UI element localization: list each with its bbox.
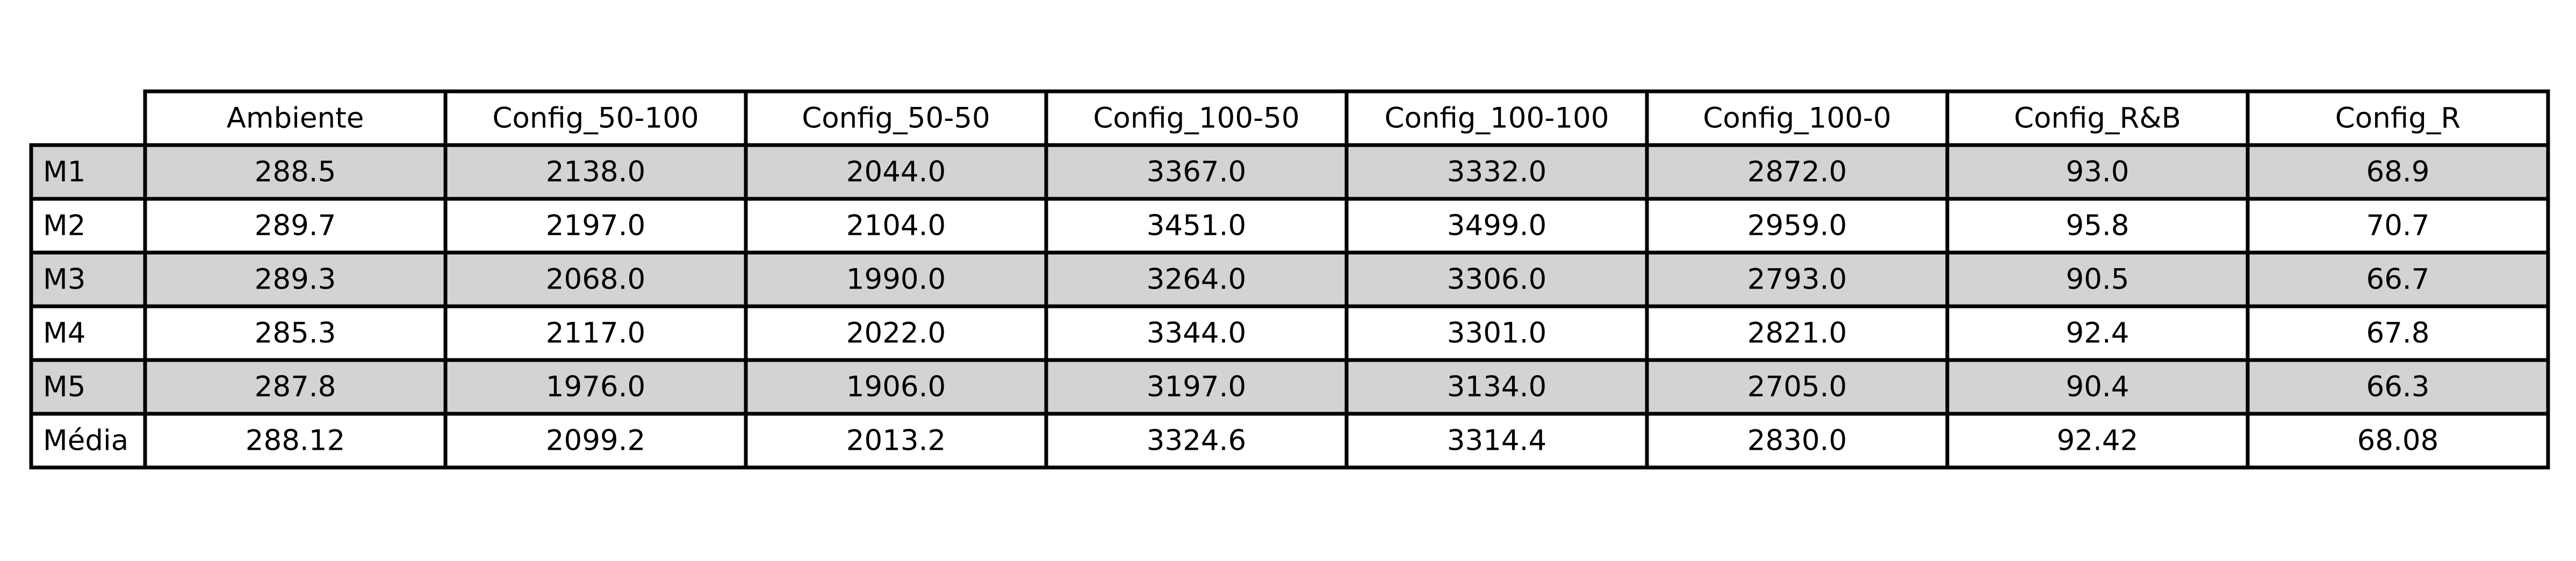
row-label-cell: [29, 412, 147, 470]
table-cell: [1945, 412, 2250, 470]
table-cell-value: 2821.0: [1747, 317, 1847, 350]
table-cell-value: 288.12: [246, 425, 345, 457]
column-header-label: Config_50-50: [802, 102, 990, 135]
table-cell-value: 3451.0: [1147, 210, 1246, 242]
table-cell-value: 93.0: [2066, 156, 2129, 189]
table-cell-value: 1906.0: [846, 371, 946, 404]
table-cell-value: 2104.0: [846, 210, 946, 242]
table-cell-value: 3264.0: [1147, 263, 1246, 296]
table-cell: [443, 197, 748, 255]
table-cell-value: 285.3: [255, 317, 336, 350]
table-cell: [744, 412, 1048, 470]
row-label: Média: [43, 425, 128, 457]
table-cell-value: 3314.4: [1447, 425, 1546, 457]
table-cell: [143, 304, 448, 362]
table-cell: [744, 358, 1048, 416]
table-cell-value: 90.4: [2066, 371, 2129, 404]
row-label: M5: [43, 371, 85, 404]
table-cell: [1344, 197, 1649, 255]
table-cell: [1645, 358, 1949, 416]
column-header-label: Config_50-100: [492, 102, 699, 135]
column-header-label: Config_100-50: [1093, 102, 1299, 135]
table-cell-value: 2872.0: [1747, 156, 1847, 189]
table-cell-value: 90.5: [2066, 263, 2129, 296]
table-cell: [2246, 412, 2550, 470]
table-cell-value: 2138.0: [546, 156, 645, 189]
column-header-cell: [1645, 89, 1949, 147]
table-cell-value: 287.8: [255, 371, 336, 404]
table-cell-value: 2793.0: [1747, 263, 1847, 296]
table-cell-value: 2959.0: [1747, 210, 1847, 242]
table-cell: [1044, 250, 1349, 308]
table-cell-value: 3197.0: [1147, 371, 1246, 404]
table-cell: [443, 250, 748, 308]
table-cell-value: 67.8: [2366, 317, 2429, 350]
column-header-label: Ambiente: [227, 102, 364, 135]
table-cell-value: 2705.0: [1747, 371, 1847, 404]
table-cell-value: 3324.6: [1147, 425, 1246, 457]
table-cell-value: 92.42: [2057, 425, 2139, 457]
table-cell: [1344, 358, 1649, 416]
row-label: M3: [43, 263, 85, 296]
table-cell: [143, 358, 448, 416]
row-label: M1: [43, 156, 85, 189]
table-cell-value: 3332.0: [1447, 156, 1546, 189]
table-cell: [744, 197, 1048, 255]
column-header-label: Config_R&B: [2014, 102, 2181, 135]
table-cell: [1344, 143, 1649, 201]
row-label-cell: [29, 250, 147, 308]
table-cell: [1344, 412, 1649, 470]
table-cell-value: 68.9: [2366, 156, 2429, 189]
table-cell-value: 3301.0: [1447, 317, 1546, 350]
table-cell-value: 95.8: [2066, 210, 2129, 242]
table-cell-value: 66.3: [2366, 371, 2429, 404]
table-cell: [443, 412, 748, 470]
table-cell-value: 3134.0: [1447, 371, 1546, 404]
column-header-cell: [2246, 89, 2550, 147]
table-cell: [143, 412, 448, 470]
column-header-label: Config_R: [2335, 102, 2460, 135]
table-cell: [1645, 412, 1949, 470]
table-cell: [744, 143, 1048, 201]
table-cell-value: 2013.2: [846, 425, 946, 457]
table-cell: [143, 197, 448, 255]
table-cell-value: 2117.0: [546, 317, 645, 350]
table-cell-value: 1990.0: [846, 263, 946, 296]
table-cell-value: 289.3: [255, 263, 336, 296]
table-cell-value: 2022.0: [846, 317, 946, 350]
column-header-label: Config_100-100: [1385, 102, 1609, 135]
table-cell-value: 2197.0: [546, 210, 645, 242]
table-cell: [2246, 358, 2550, 416]
table-cell: [1945, 143, 2250, 201]
table-cell-value: 1976.0: [546, 371, 645, 404]
table-cell: [1044, 197, 1349, 255]
table-cell-value: 3306.0: [1447, 263, 1546, 296]
table-cell-value: 289.7: [255, 210, 336, 242]
table-cell-value: 2044.0: [846, 156, 946, 189]
table-cell-value: 2099.2: [546, 425, 645, 457]
table-cell-value: 66.7: [2366, 263, 2429, 296]
row-label-cell: [29, 304, 147, 362]
table-cell-value: 3499.0: [1447, 210, 1546, 242]
row-label: M4: [43, 317, 85, 350]
table-cell-value: 68.08: [2357, 425, 2439, 457]
table-cell: [2246, 143, 2550, 201]
table-cell-value: 70.7: [2366, 210, 2429, 242]
table-cell-value: 3344.0: [1147, 317, 1246, 350]
table-cell-value: 2830.0: [1747, 425, 1847, 457]
table-cell-value: 288.5: [255, 156, 336, 189]
column-header-label: Config_100-0: [1703, 102, 1891, 135]
table-cell: [143, 143, 448, 201]
row-label: M2: [43, 210, 85, 242]
table-cell-value: 92.4: [2066, 317, 2129, 350]
table-cell-value: 3367.0: [1147, 156, 1246, 189]
table-cell-value: 2068.0: [546, 263, 645, 296]
